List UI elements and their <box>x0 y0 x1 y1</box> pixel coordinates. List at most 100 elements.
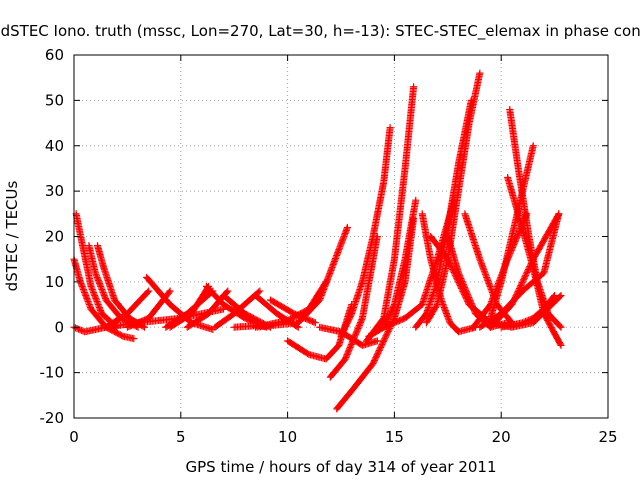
data-marker-trail <box>144 275 173 307</box>
data-marker-trail <box>438 298 453 325</box>
data-marker-trail <box>470 302 494 330</box>
data-marker-trail <box>349 361 376 394</box>
data-marker-trail <box>253 293 280 317</box>
data-series <box>72 210 121 331</box>
data-point <box>343 223 351 231</box>
x-tick-label: 25 <box>598 428 617 446</box>
data-point <box>256 287 264 295</box>
data-marker-trail <box>295 297 323 326</box>
data-point <box>130 335 138 343</box>
data-marker-trail <box>348 279 366 316</box>
data-marker-trail <box>391 279 409 321</box>
data-marker-trail <box>72 211 86 248</box>
data-marker-trail <box>427 257 445 302</box>
data-marker-trail <box>391 257 409 307</box>
y-tick-label: 60 <box>45 46 64 64</box>
data-marker-trail <box>455 270 479 316</box>
x-axis-label: GPS time / hours of day 314 of year 2011 <box>186 458 497 476</box>
data-marker-trail <box>316 225 351 303</box>
data-marker-trail <box>455 98 475 166</box>
data-marker-trail <box>428 234 451 262</box>
data-marker-trail <box>380 257 398 321</box>
data-point <box>476 69 484 77</box>
axis-ticks: 0 5 10 15 20 25 -20 -10 0 10 20 30 40 50 60 <box>40 46 618 446</box>
data-point <box>224 287 232 295</box>
data-marker-trail <box>504 211 530 262</box>
data-point <box>557 323 565 331</box>
x-tick-label: 15 <box>385 428 404 446</box>
data-marker-trail <box>85 243 99 275</box>
data-marker-trail <box>307 351 328 363</box>
data-point <box>523 210 531 218</box>
data-series <box>102 287 153 331</box>
data-series <box>123 287 174 331</box>
data-marker-trail <box>381 315 408 331</box>
data-marker-trail <box>509 257 537 307</box>
data-marker-trail <box>423 302 440 325</box>
data-marker-trail <box>444 234 462 275</box>
data-series <box>183 287 232 331</box>
data-marker-trail <box>499 319 525 331</box>
data-series <box>166 282 213 331</box>
data-marker-trail <box>323 343 342 362</box>
data-marker-trail <box>519 143 537 194</box>
data-marker-trail <box>82 324 109 335</box>
data-marker-trail <box>103 310 130 330</box>
data-series <box>326 233 381 381</box>
data-marker-trail <box>418 211 434 262</box>
data-marker-trail <box>125 288 152 316</box>
data-points <box>70 69 565 413</box>
y-tick-label: 10 <box>45 273 64 291</box>
data-marker-trail <box>530 211 562 262</box>
data-marker-trail <box>391 166 409 262</box>
data-marker-trail <box>444 161 462 230</box>
data-point <box>386 124 394 132</box>
data-point <box>551 291 559 299</box>
data-marker-trail <box>520 315 536 326</box>
data-point <box>166 287 174 295</box>
data-marker-trail <box>79 243 95 289</box>
data-marker-trail <box>541 293 558 312</box>
data-point <box>529 142 537 150</box>
data-marker-trail <box>212 311 237 330</box>
data-marker-trail <box>285 338 312 358</box>
data-point <box>519 319 527 327</box>
y-axis-label: dSTEC / TECUs <box>3 180 21 291</box>
data-marker-trail <box>461 211 483 262</box>
x-tick-label: 20 <box>492 428 511 446</box>
data-marker-trail <box>204 284 226 307</box>
data-point <box>311 319 319 327</box>
data-series <box>337 124 394 340</box>
y-tick-label: 20 <box>45 228 64 246</box>
data-marker-trail <box>185 310 211 330</box>
data-marker-trail <box>487 257 511 307</box>
y-tick-label: 0 <box>54 318 64 336</box>
x-tick-label: 5 <box>176 428 186 446</box>
data-series <box>487 210 563 331</box>
x-tick-label: 10 <box>278 428 297 446</box>
data-marker-trail <box>401 84 417 171</box>
data-marker-trail <box>167 310 194 330</box>
data-marker-trail <box>545 311 564 330</box>
data-marker-trail <box>100 266 118 303</box>
y-tick-label: 30 <box>45 182 64 200</box>
data-marker-trail <box>447 320 461 335</box>
data-marker-trail <box>92 270 109 303</box>
data-marker-trail <box>327 356 348 380</box>
data-series <box>497 291 559 331</box>
data-marker-trail <box>94 243 107 271</box>
y-tick-label: 40 <box>45 137 64 155</box>
data-marker-trail <box>221 293 248 317</box>
data-marker-trail <box>402 302 425 321</box>
data-marker-trail <box>334 388 355 412</box>
data-marker-trail <box>541 311 564 348</box>
data-marker-trail <box>530 306 547 321</box>
data-marker-trail <box>359 234 381 321</box>
data-series <box>418 210 480 336</box>
data-series <box>469 210 531 331</box>
data-point <box>145 287 153 295</box>
data-marker-trail <box>508 189 526 239</box>
